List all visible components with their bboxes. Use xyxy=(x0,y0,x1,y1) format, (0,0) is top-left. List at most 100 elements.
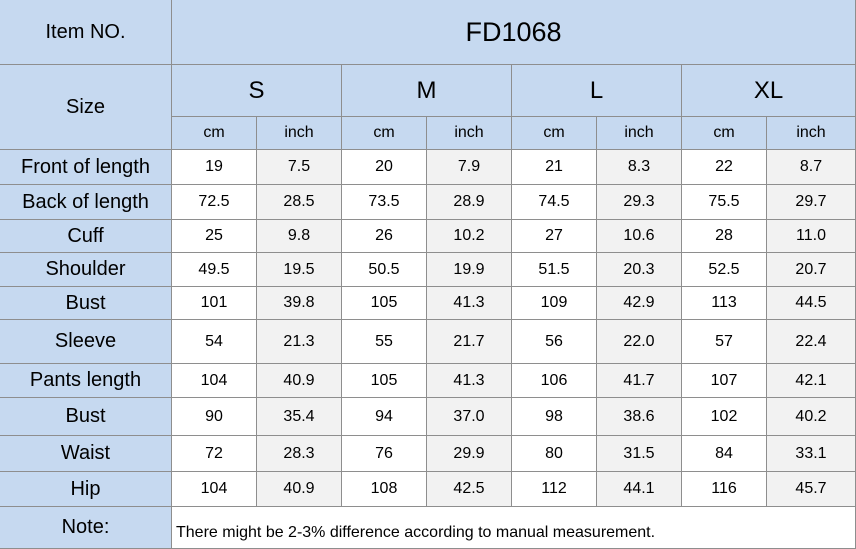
measurement: 22 xyxy=(682,150,767,185)
measurement: 19.5 xyxy=(257,253,342,287)
measurement: 105 xyxy=(342,364,427,398)
measurement: 10.6 xyxy=(597,220,682,253)
measurement: 29.7 xyxy=(767,185,856,220)
measurement: 51.5 xyxy=(512,253,597,287)
size-header: L xyxy=(512,65,682,117)
measurement: 38.6 xyxy=(597,398,682,436)
measurement: 28.5 xyxy=(257,185,342,220)
measurement: 108 xyxy=(342,472,427,507)
measurement: 102 xyxy=(682,398,767,436)
measurement: 19 xyxy=(172,150,257,185)
item-label: Item NO. xyxy=(0,0,172,65)
measurement: 10.2 xyxy=(427,220,512,253)
measurement: 73.5 xyxy=(342,185,427,220)
measurement: 11.0 xyxy=(767,220,856,253)
measurement: 22.4 xyxy=(767,320,856,364)
measurement: 29.3 xyxy=(597,185,682,220)
measurement: 49.5 xyxy=(172,253,257,287)
measurement: 56 xyxy=(512,320,597,364)
measurement: 75.5 xyxy=(682,185,767,220)
measurement: 113 xyxy=(682,287,767,320)
measurement: 37.0 xyxy=(427,398,512,436)
measurement: 8.3 xyxy=(597,150,682,185)
measurement: 21.3 xyxy=(257,320,342,364)
measurement: 107 xyxy=(682,364,767,398)
measurement: 29.9 xyxy=(427,436,512,472)
measurement: 42.9 xyxy=(597,287,682,320)
row-label: Bust xyxy=(0,398,172,436)
measurement: 41.3 xyxy=(427,364,512,398)
measurement: 19.9 xyxy=(427,253,512,287)
unit-header: cm xyxy=(342,117,427,150)
measurement: 42.5 xyxy=(427,472,512,507)
measurement: 20.7 xyxy=(767,253,856,287)
measurement: 116 xyxy=(682,472,767,507)
unit-header: cm xyxy=(682,117,767,150)
measurement: 35.4 xyxy=(257,398,342,436)
measurement: 57 xyxy=(682,320,767,364)
measurement: 112 xyxy=(512,472,597,507)
row-label: Sleeve xyxy=(0,320,172,364)
measurement: 52.5 xyxy=(682,253,767,287)
row-label: Back of length xyxy=(0,185,172,220)
measurement: 7.9 xyxy=(427,150,512,185)
row-label: Hip xyxy=(0,472,172,507)
measurement: 72 xyxy=(172,436,257,472)
measurement: 7.5 xyxy=(257,150,342,185)
measurement: 25 xyxy=(172,220,257,253)
size-label: Size xyxy=(0,65,172,150)
item-number: FD1068 xyxy=(172,0,856,65)
unit-header: inch xyxy=(257,117,342,150)
row-label: Pants length xyxy=(0,364,172,398)
measurement: 8.7 xyxy=(767,150,856,185)
measurement: 40.2 xyxy=(767,398,856,436)
measurement: 20 xyxy=(342,150,427,185)
measurement: 28.3 xyxy=(257,436,342,472)
measurement: 104 xyxy=(172,364,257,398)
row-label: Bust xyxy=(0,287,172,320)
row-label: Waist xyxy=(0,436,172,472)
measurement: 39.8 xyxy=(257,287,342,320)
row-label: Shoulder xyxy=(0,253,172,287)
measurement: 54 xyxy=(172,320,257,364)
measurement: 90 xyxy=(172,398,257,436)
measurement: 72.5 xyxy=(172,185,257,220)
row-label: Front of length xyxy=(0,150,172,185)
unit-header: cm xyxy=(512,117,597,150)
measurement: 44.1 xyxy=(597,472,682,507)
unit-header: inch xyxy=(597,117,682,150)
row-label: Cuff xyxy=(0,220,172,253)
measurement: 55 xyxy=(342,320,427,364)
unit-header: inch xyxy=(427,117,512,150)
measurement: 80 xyxy=(512,436,597,472)
size-header: M xyxy=(342,65,512,117)
measurement: 21 xyxy=(512,150,597,185)
measurement: 94 xyxy=(342,398,427,436)
measurement: 76 xyxy=(342,436,427,472)
measurement: 50.5 xyxy=(342,253,427,287)
measurement: 84 xyxy=(682,436,767,472)
measurement: 42.1 xyxy=(767,364,856,398)
unit-header: inch xyxy=(767,117,856,150)
size-header: XL xyxy=(682,65,856,117)
measurement: 109 xyxy=(512,287,597,320)
measurement: 40.9 xyxy=(257,472,342,507)
measurement: 20.3 xyxy=(597,253,682,287)
note-text: There might be 2-3% difference according… xyxy=(172,507,856,549)
measurement: 74.5 xyxy=(512,185,597,220)
measurement: 26 xyxy=(342,220,427,253)
measurement: 21.7 xyxy=(427,320,512,364)
measurement: 41.7 xyxy=(597,364,682,398)
measurement: 28 xyxy=(682,220,767,253)
measurement: 27 xyxy=(512,220,597,253)
measurement: 33.1 xyxy=(767,436,856,472)
measurement: 44.5 xyxy=(767,287,856,320)
measurement: 41.3 xyxy=(427,287,512,320)
size-header: S xyxy=(172,65,342,117)
measurement: 105 xyxy=(342,287,427,320)
measurement: 45.7 xyxy=(767,472,856,507)
measurement: 9.8 xyxy=(257,220,342,253)
measurement: 106 xyxy=(512,364,597,398)
measurement: 101 xyxy=(172,287,257,320)
